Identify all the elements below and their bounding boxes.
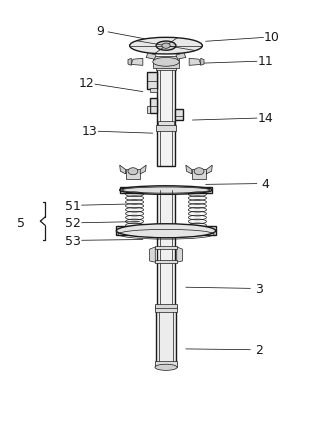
Bar bbox=[150, 99, 157, 114]
Text: 12: 12 bbox=[79, 77, 95, 90]
Text: 5: 5 bbox=[17, 217, 25, 230]
Bar bbox=[117, 227, 215, 236]
Bar bbox=[147, 73, 157, 90]
Ellipse shape bbox=[156, 42, 176, 51]
Polygon shape bbox=[189, 59, 201, 66]
Bar bbox=[156, 63, 176, 71]
Polygon shape bbox=[176, 54, 186, 60]
Text: 4: 4 bbox=[261, 177, 269, 191]
Polygon shape bbox=[146, 54, 156, 60]
Polygon shape bbox=[206, 166, 212, 174]
Bar bbox=[155, 260, 177, 264]
Bar bbox=[155, 361, 177, 367]
Polygon shape bbox=[150, 247, 155, 263]
Text: 14: 14 bbox=[257, 112, 273, 125]
Polygon shape bbox=[177, 247, 182, 263]
Polygon shape bbox=[140, 166, 146, 174]
Bar bbox=[158, 122, 174, 129]
Text: 2: 2 bbox=[255, 343, 263, 357]
Bar bbox=[127, 193, 142, 228]
Polygon shape bbox=[201, 59, 204, 66]
Bar bbox=[126, 170, 140, 180]
Bar bbox=[175, 110, 183, 121]
Ellipse shape bbox=[162, 44, 170, 49]
Bar bbox=[157, 64, 175, 166]
Bar bbox=[147, 106, 150, 114]
Text: 52: 52 bbox=[65, 217, 81, 230]
Bar bbox=[190, 193, 205, 228]
Polygon shape bbox=[131, 59, 143, 66]
Ellipse shape bbox=[194, 168, 204, 175]
Bar bbox=[157, 191, 175, 235]
Ellipse shape bbox=[128, 168, 138, 175]
Bar bbox=[156, 308, 176, 367]
Ellipse shape bbox=[129, 38, 203, 55]
Bar bbox=[157, 234, 175, 306]
Polygon shape bbox=[186, 166, 192, 174]
Bar bbox=[120, 187, 212, 193]
Text: 11: 11 bbox=[257, 55, 273, 68]
Polygon shape bbox=[128, 59, 131, 66]
Ellipse shape bbox=[120, 186, 212, 195]
Bar bbox=[155, 307, 177, 312]
Bar bbox=[155, 304, 177, 308]
Text: 51: 51 bbox=[65, 199, 81, 212]
Text: 10: 10 bbox=[264, 32, 280, 44]
Ellipse shape bbox=[155, 364, 177, 371]
Text: 9: 9 bbox=[96, 25, 104, 38]
Text: 53: 53 bbox=[65, 234, 81, 247]
Polygon shape bbox=[120, 166, 126, 174]
Bar bbox=[153, 57, 179, 69]
Bar bbox=[192, 170, 206, 180]
Bar bbox=[150, 89, 157, 93]
Text: 3: 3 bbox=[255, 283, 263, 295]
Bar bbox=[156, 126, 176, 132]
Ellipse shape bbox=[117, 224, 215, 238]
Ellipse shape bbox=[153, 58, 179, 67]
Text: 13: 13 bbox=[82, 125, 98, 138]
Bar bbox=[155, 246, 177, 250]
